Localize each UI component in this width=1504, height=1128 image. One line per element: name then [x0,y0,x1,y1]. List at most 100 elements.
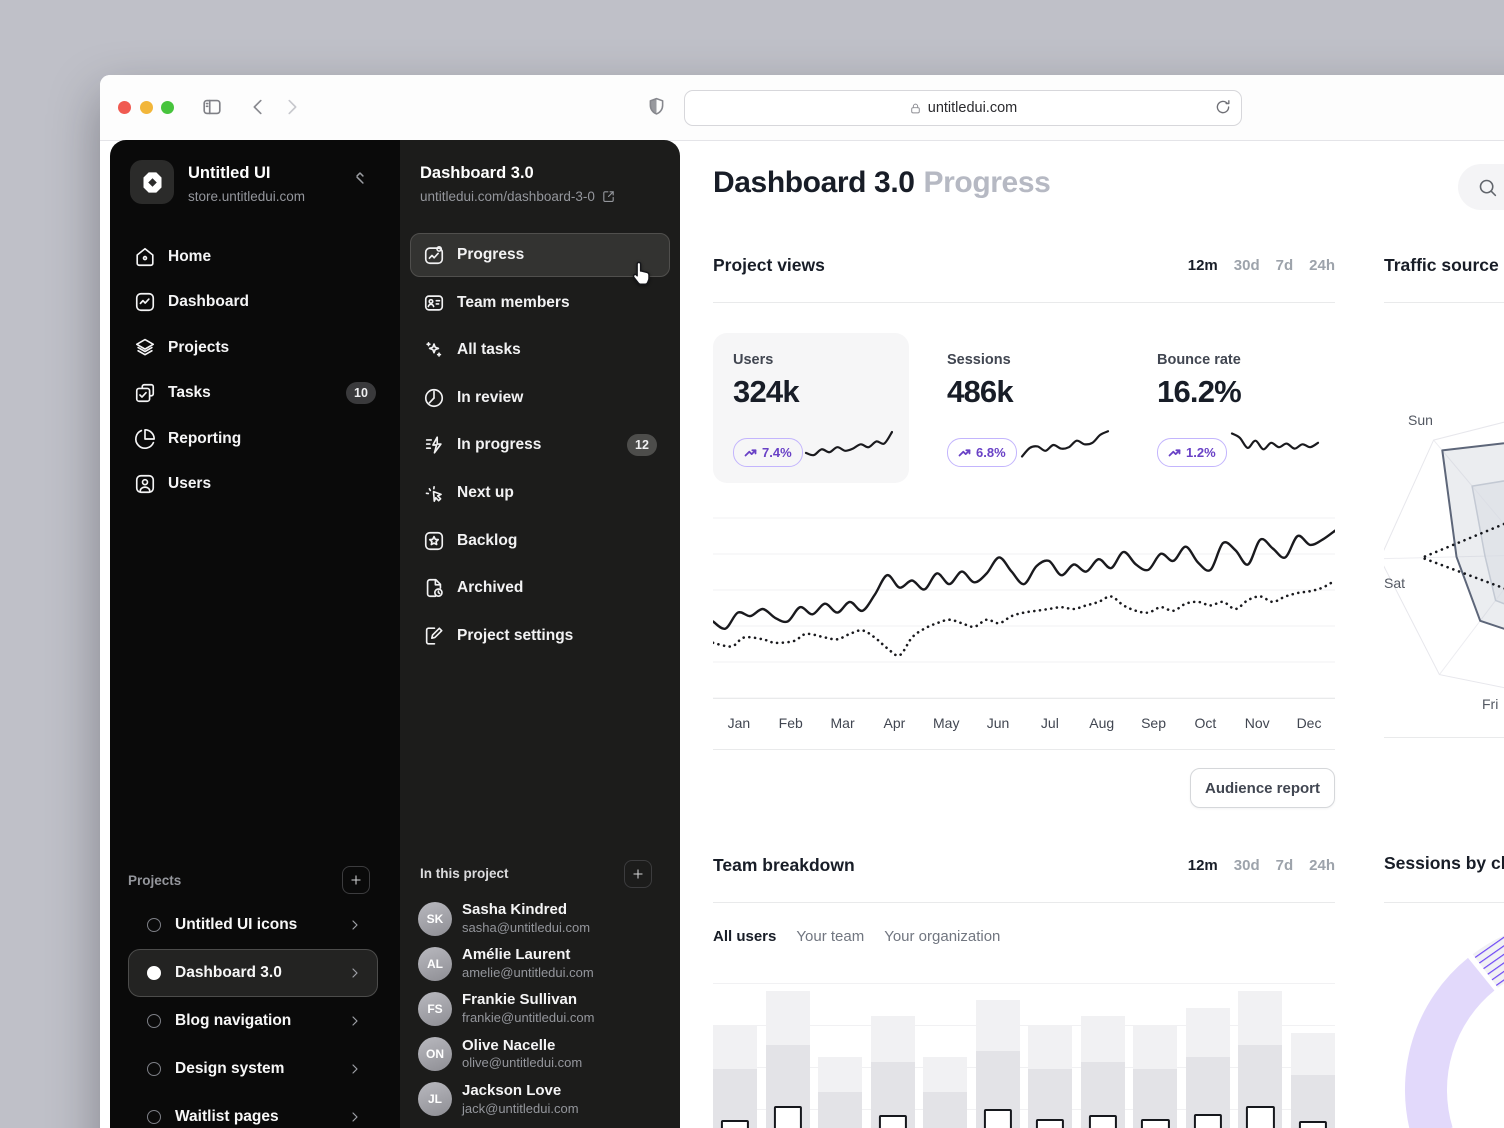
tab-all-users[interactable]: All users [713,928,777,945]
menu-item-label: Progress [457,246,525,263]
stat-footer: 7.4% [733,423,893,467]
project-url[interactable]: untitledui.com/dashboard-3-0 [420,189,616,204]
sidebar-item-home[interactable]: Home [122,234,388,280]
menu-item-archived[interactable]: Archived [410,566,670,610]
change-badge: 7.4% [733,438,803,467]
bar-outline [1088,1115,1117,1128]
plus-icon [351,875,361,885]
member-name: Olive Nacelle [462,1036,556,1054]
stat-card-bounce-rate[interactable]: Bounce rate 16.2% 1.2% [1137,333,1337,483]
sidebar-item-users[interactable]: Users [122,462,388,508]
project-item-dashboard-3-0[interactable]: Dashboard 3.0 [128,948,378,997]
bar-segment-light [1290,1033,1335,1075]
menu-item-in-review[interactable]: In review [410,376,670,420]
bar-segment-light [1133,1025,1178,1069]
time-range-30d[interactable]: 30d [1233,857,1260,874]
time-range-12m[interactable]: 12m [1187,857,1218,874]
sidebar-item-label: Dashboard [168,293,249,311]
minimize-window-button[interactable] [139,101,153,114]
search-input[interactable]: Search [1458,164,1504,210]
forward-button [281,96,303,118]
page-subtitle: Progress [923,166,1051,199]
workspace-name: Untitled UI [188,164,271,182]
back-button[interactable] [247,96,269,118]
stat-card-users[interactable]: Users 324k 7.4% [713,333,909,483]
sessions-by-heading: Sessions by channel [1384,853,1504,873]
change-value: 6.8% [976,445,1006,460]
bar-segment-light [713,1025,758,1069]
avatar: ON [418,1037,452,1072]
menu-item-progress[interactable]: Progress [410,233,670,277]
menu-item-in-progress[interactable]: In progress 12 [410,423,670,467]
tab-your-organization[interactable]: Your organization [884,928,1001,945]
project-item-waitlist-pages[interactable]: Waitlist pages [128,1093,378,1128]
menu-item-team-members[interactable]: Team members [410,281,670,325]
bar-column[interactable] [818,958,863,1128]
member-row[interactable]: FS Frankie Sullivan frankie@untitledui.com [418,986,664,1031]
stat-card-sessions[interactable]: Sessions 486k 6.8% [927,333,1127,483]
bar-column[interactable] [923,958,968,1128]
avatar: FS [418,991,452,1026]
bar-outline [773,1106,802,1128]
member-row[interactable]: JL Jackson Love jack@untitledui.com [418,1077,664,1122]
sidebar-item-dashboard[interactable]: Dashboard [122,280,388,326]
bar-column[interactable] [1133,958,1178,1128]
member-email: frankie@untitledui.com [462,1010,595,1026]
time-range-24h[interactable]: 24h [1309,257,1335,274]
stat-sparkline [1230,432,1320,451]
projects-list: Untitled UI icons Dashboard 3.0 Blog navig… [128,901,378,1128]
project-item-untitled-ui-icons[interactable]: Untitled UI icons [128,901,378,949]
audience-report-button[interactable]: Audience report [1190,768,1335,808]
time-range-30d[interactable]: 30d [1233,257,1260,274]
trend-up-icon [958,449,971,457]
menu-item-all-tasks[interactable]: All tasks [410,328,670,372]
sidebar-item-projects[interactable]: Projects [122,325,388,371]
bar-column[interactable] [1028,958,1073,1128]
traffic-source-heading: Traffic source [1384,255,1499,275]
chevron-right-icon [352,967,358,978]
time-range-12m[interactable]: 12m [1187,257,1218,274]
chevron-right-icon [347,1061,363,1077]
reload-icon[interactable] [1214,98,1232,116]
project-item-blog-navigation[interactable]: Blog navigation [128,997,378,1045]
month-label-jan: Jan [727,715,751,731]
zoom-window-button[interactable] [161,101,174,114]
bar-column[interactable] [765,958,810,1128]
bar-column[interactable] [713,958,758,1128]
file-clock-icon [426,579,443,598]
bar-column[interactable] [870,958,915,1128]
member-row[interactable]: SK Sasha Kindred sasha@untitledui.com [418,896,664,941]
lock-icon [910,103,920,113]
member-row[interactable]: AL Amélie Laurent amelie@untitledui.com [418,941,664,986]
workspace-switcher-icon[interactable] [350,168,370,188]
sidebar-item-tasks[interactable]: Tasks 10 [122,371,388,417]
donut-segment-striped [1472,935,1504,989]
privacy-shield-icon[interactable] [646,96,668,118]
time-range-7d[interactable]: 7d [1275,257,1294,274]
project-item-design-system[interactable]: Design system [128,1045,378,1093]
add-member-button[interactable] [624,860,652,888]
menu-item-next-up[interactable]: Next up [410,471,670,515]
stat-value: 486k [947,374,1014,409]
url-bar[interactable]: untitledui.com [684,90,1242,126]
sidebar-item-reporting[interactable]: Reporting [122,416,388,462]
add-project-button[interactable] [342,866,370,894]
bar-column[interactable] [1290,958,1335,1128]
time-range-24h[interactable]: 24h [1309,857,1335,874]
workspace-logo[interactable] [130,160,174,204]
member-row[interactable]: ON Olive Nacelle olive@untitledui.com [418,1032,664,1077]
tasks-icon [135,384,155,403]
menu-item-backlog[interactable]: Backlog [410,519,670,563]
bar-column[interactable] [1185,958,1230,1128]
menu-item-project-settings[interactable]: Project settings [410,614,670,658]
bar-column[interactable] [1238,958,1283,1128]
close-window-button[interactable] [118,101,131,114]
tab-your-team[interactable]: Your team [796,928,865,945]
back-icon [253,99,262,115]
bar-column[interactable] [1080,958,1125,1128]
sidebar-toggle-icon[interactable] [201,96,223,118]
shield-icon [649,97,664,115]
time-range-7d[interactable]: 7d [1275,857,1294,874]
bar-column[interactable] [975,958,1020,1128]
